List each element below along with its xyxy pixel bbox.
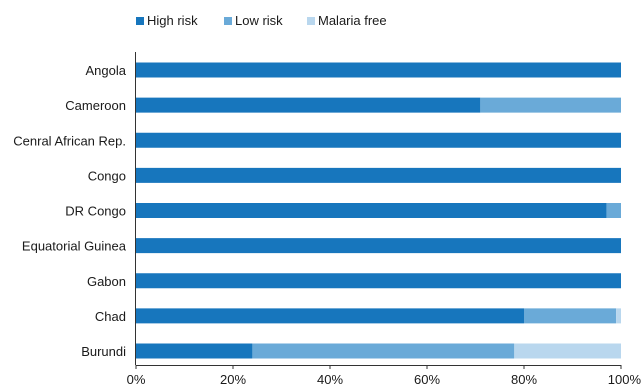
category-label-6: Gabon	[87, 274, 126, 289]
bar-4-1	[606, 203, 621, 218]
x-tick-label-5: 100%	[608, 372, 642, 387]
x-tick-label-2: 40%	[317, 372, 343, 387]
x-tick-label-1: 20%	[220, 372, 246, 387]
bar-1-1	[480, 97, 621, 113]
bar-8-1	[252, 343, 515, 359]
legend-label-1: Low risk	[235, 13, 283, 28]
category-label-1: Cameroon	[65, 98, 126, 113]
bar-4-0	[136, 203, 607, 218]
bar-5-0	[136, 238, 621, 254]
legend-label-2: Malaria free	[318, 13, 387, 28]
bars	[136, 62, 621, 359]
category-label-2: Cenral African Rep.	[13, 133, 126, 148]
x-tick-label-0: 0%	[127, 372, 146, 387]
bar-3-0	[136, 167, 621, 183]
category-label-8: Burundi	[81, 344, 126, 359]
category-label-3: Congo	[88, 168, 126, 183]
x-tick-label-4: 80%	[511, 372, 537, 387]
bar-8-0	[136, 343, 253, 359]
category-labels: Angola Cameroon Cenral African Rep. Congo DR…	[13, 63, 126, 359]
bar-7-1	[524, 308, 617, 324]
legend-swatch-0	[136, 17, 144, 25]
bar-8-2	[514, 343, 621, 359]
legend-label-0: High risk	[147, 13, 198, 28]
category-label-7: Chad	[95, 309, 126, 324]
bar-0-0	[136, 62, 621, 78]
category-label-5: Equatorial Guinea	[22, 239, 127, 254]
x-axis: 0% 20% 40% 60% 80% 100%	[127, 52, 642, 387]
bar-7-0	[136, 308, 524, 324]
bar-1-0	[136, 97, 481, 113]
category-label-0: Angola	[86, 63, 127, 78]
category-label-4: DR Congo	[65, 204, 126, 219]
bar-2-0	[136, 132, 621, 148]
legend-swatch-1	[224, 17, 232, 25]
legend-swatch-2	[307, 17, 315, 25]
legend: High risk Low risk Malaria free	[136, 13, 387, 28]
bar-6-0	[136, 273, 621, 289]
x-tick-label-3: 60%	[414, 372, 440, 387]
bar-7-2	[616, 308, 621, 324]
